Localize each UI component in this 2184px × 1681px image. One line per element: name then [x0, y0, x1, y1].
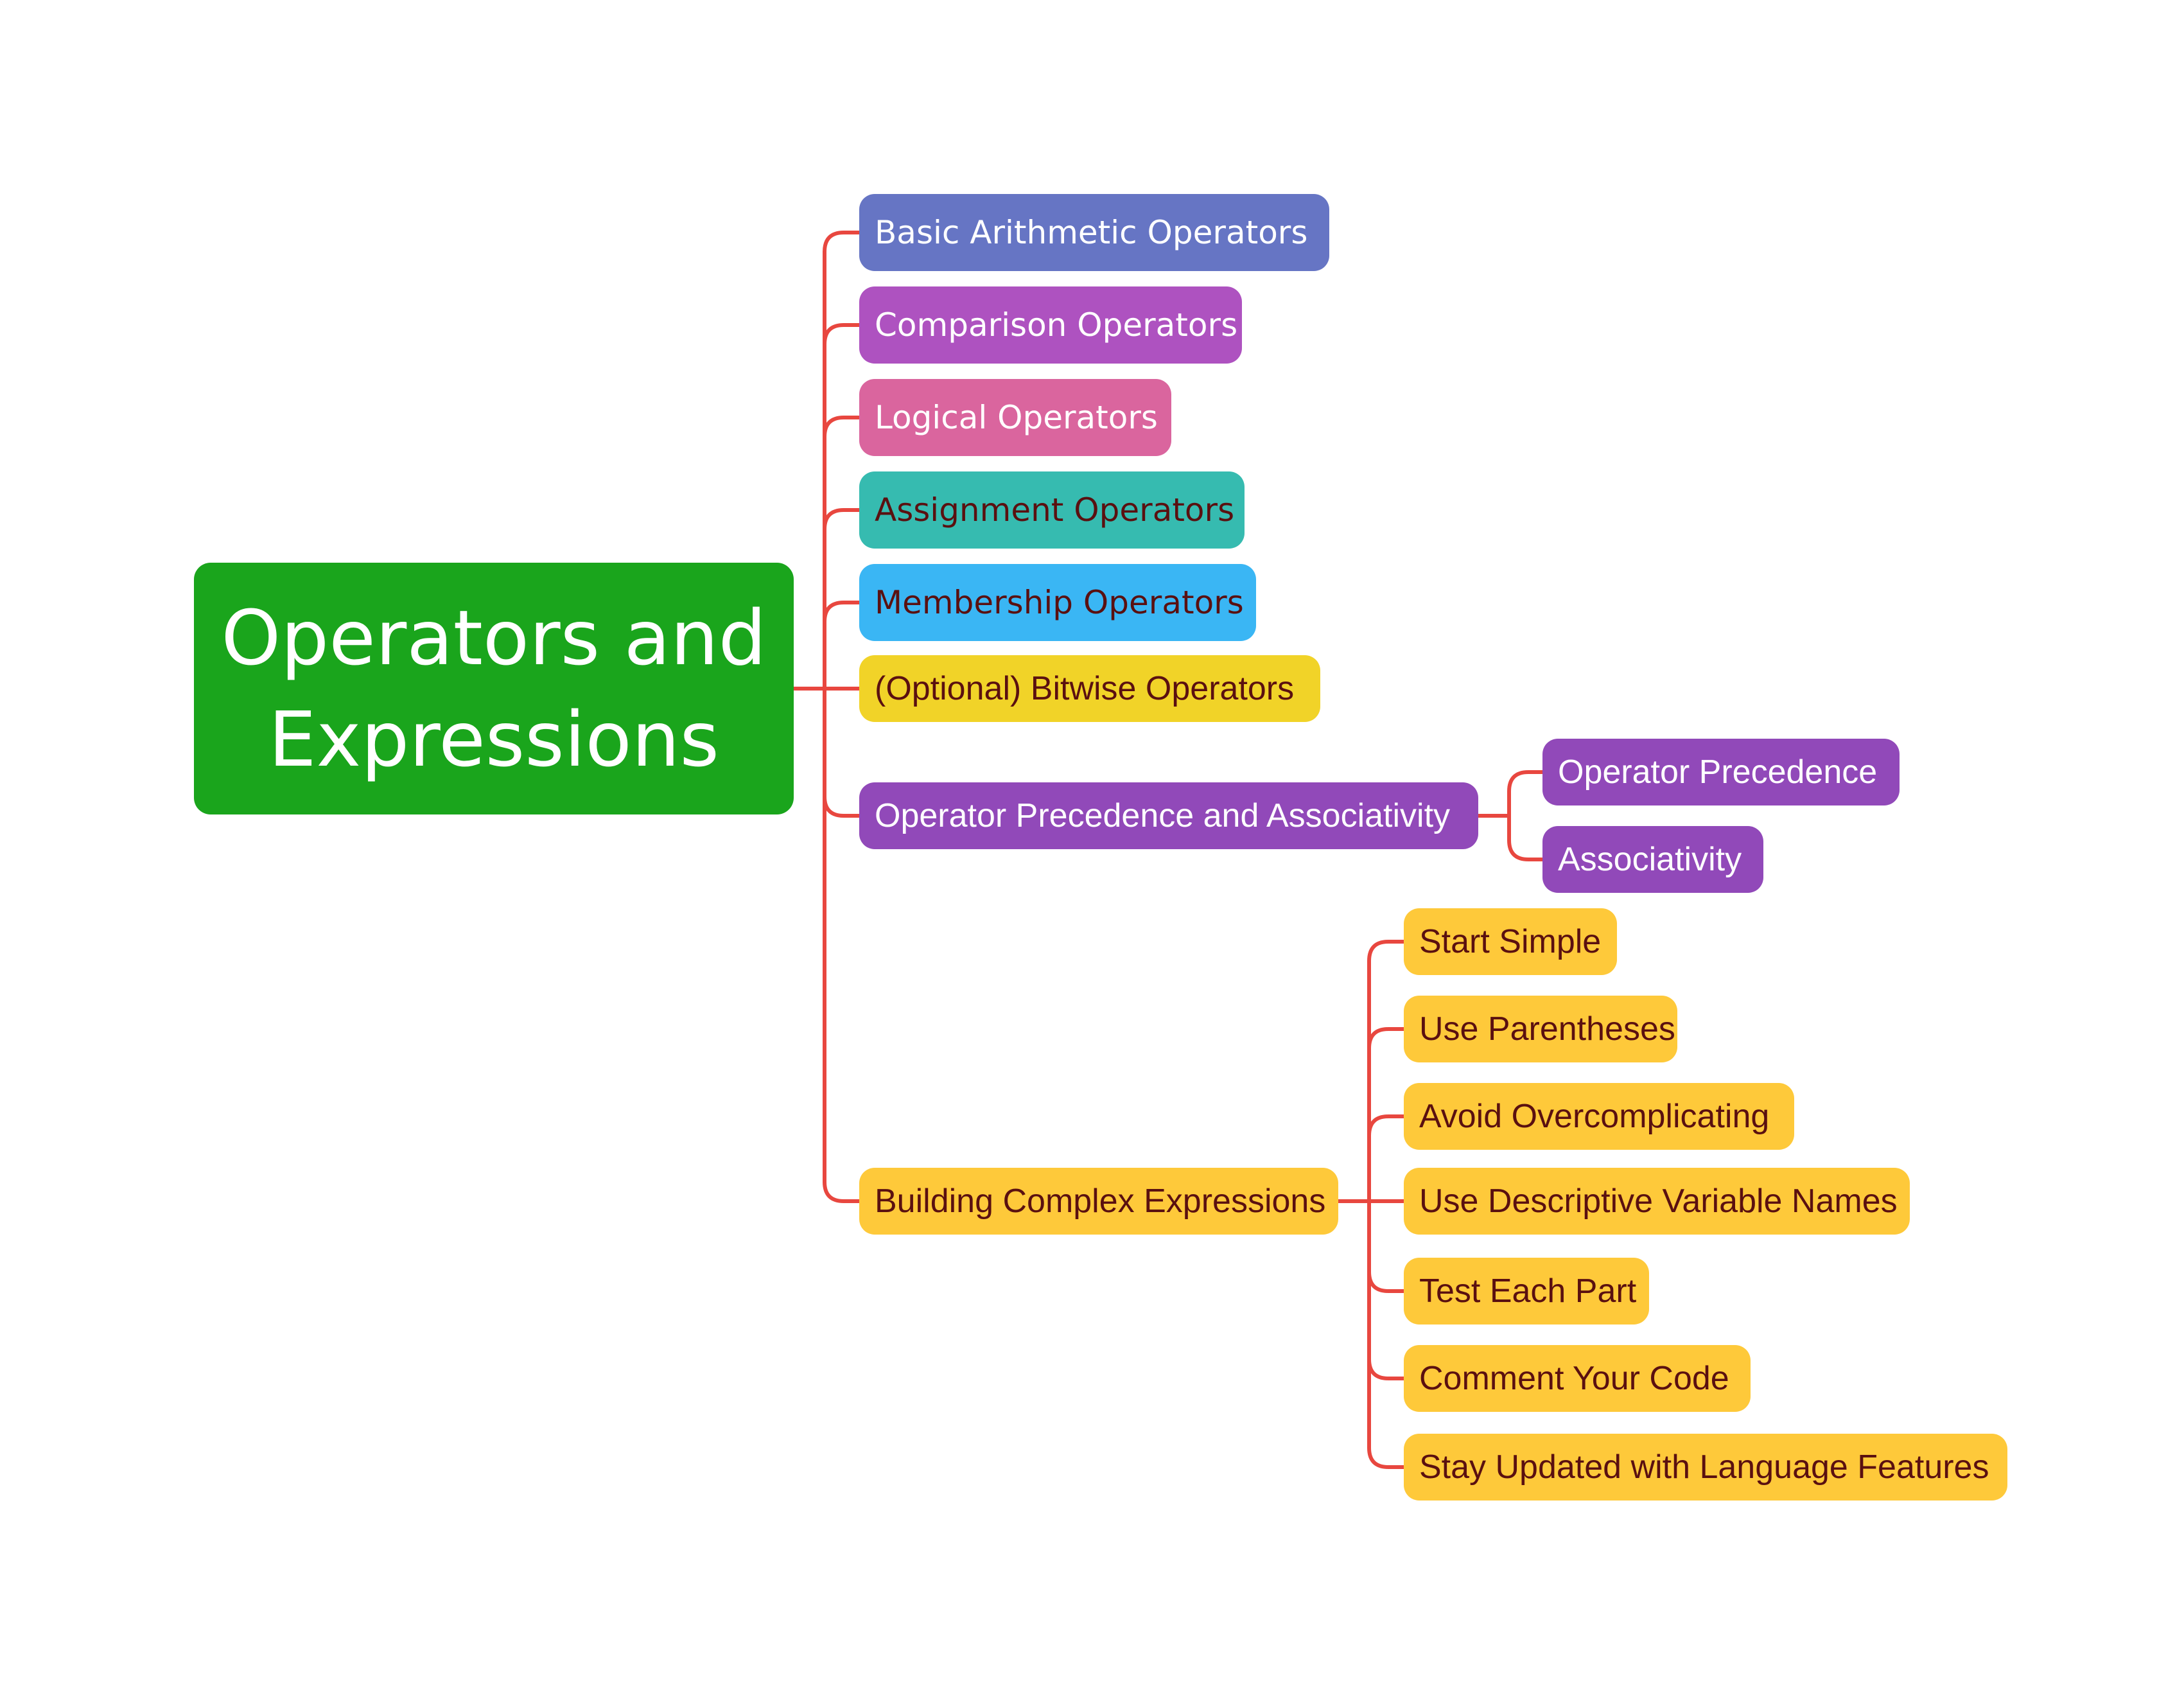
branch-label: Building Complex Expressions	[875, 1183, 1326, 1220]
branch-label: Comparison Operators	[875, 306, 1238, 344]
connector-branch-2	[823, 323, 861, 346]
child-test-each-part[interactable]: Test Each Part	[1404, 1258, 1649, 1325]
connector-complex-3	[1367, 1114, 1406, 1138]
child-label: Use Parentheses	[1419, 1010, 1675, 1048]
connector-precedence-2	[1507, 838, 1544, 861]
child-label: Use Descriptive Variable Names	[1419, 1183, 1898, 1220]
child-avoid-overcomplicating[interactable]: Avoid Overcomplicating	[1404, 1083, 1794, 1150]
child-label: Operator Precedence	[1558, 753, 1878, 791]
connector-complex-5	[1367, 1270, 1406, 1293]
connector-branch-1	[823, 231, 861, 254]
connector-complex-2	[1367, 1027, 1406, 1050]
branch-label: Basic Arithmetic Operators	[875, 214, 1308, 251]
branch-assignment[interactable]: Assignment Operators	[859, 471, 1245, 549]
connector-branch-4	[823, 508, 861, 531]
branch-label: Assignment Operators	[875, 491, 1235, 529]
child-stay-updated[interactable]: Stay Updated with Language Features	[1404, 1434, 2007, 1501]
branch-basic-arithmetic[interactable]: Basic Arithmetic Operators	[859, 194, 1329, 271]
branch-membership[interactable]: Membership Operators	[859, 564, 1256, 641]
child-descriptive-variable-names[interactable]: Use Descriptive Variable Names	[1404, 1168, 1910, 1235]
child-label: Comment Your Code	[1419, 1360, 1729, 1397]
connector-branch-7	[823, 795, 861, 818]
branch-label: Operator Precedence and Associativity	[875, 797, 1451, 834]
child-associativity[interactable]: Associativity	[1542, 826, 1763, 893]
child-label: Test Each Part	[1419, 1272, 1637, 1310]
branch-bitwise[interactable]: (Optional) Bitwise Operators	[859, 655, 1320, 722]
connector-branch-8	[823, 1180, 861, 1203]
child-comment-your-code[interactable]: Comment Your Code	[1404, 1345, 1751, 1412]
connector-complex-7	[1367, 1446, 1406, 1469]
branch-label: (Optional) Bitwise Operators	[875, 670, 1295, 707]
branch-logical[interactable]: Logical Operators	[859, 379, 1171, 456]
branch-complex-expressions[interactable]: Building Complex Expressions	[859, 1168, 1338, 1235]
child-operator-precedence[interactable]: Operator Precedence	[1542, 739, 1900, 805]
connector-complex-1	[1367, 940, 1406, 963]
branch-comparison[interactable]: Comparison Operators	[859, 286, 1242, 364]
branch-precedence-associativity[interactable]: Operator Precedence and Associativity	[859, 782, 1478, 849]
connector-precedence-1	[1507, 770, 1544, 793]
root-label: Operators and Expressions	[221, 594, 767, 784]
branch-label: Logical Operators	[875, 399, 1158, 436]
connector-branch-5	[823, 601, 861, 624]
child-label: Stay Updated with Language Features	[1419, 1448, 1989, 1486]
connector-branch-3	[823, 416, 861, 439]
child-use-parentheses[interactable]: Use Parentheses	[1404, 996, 1677, 1062]
connector-complex-6	[1367, 1357, 1406, 1380]
child-label: Start Simple	[1419, 923, 1602, 960]
child-label: Associativity	[1558, 841, 1742, 878]
branch-label: Membership Operators	[875, 584, 1244, 621]
root-node[interactable]: Operators and Expressions	[194, 563, 794, 814]
child-label: Avoid Overcomplicating	[1419, 1098, 1770, 1135]
child-start-simple[interactable]: Start Simple	[1404, 908, 1617, 975]
